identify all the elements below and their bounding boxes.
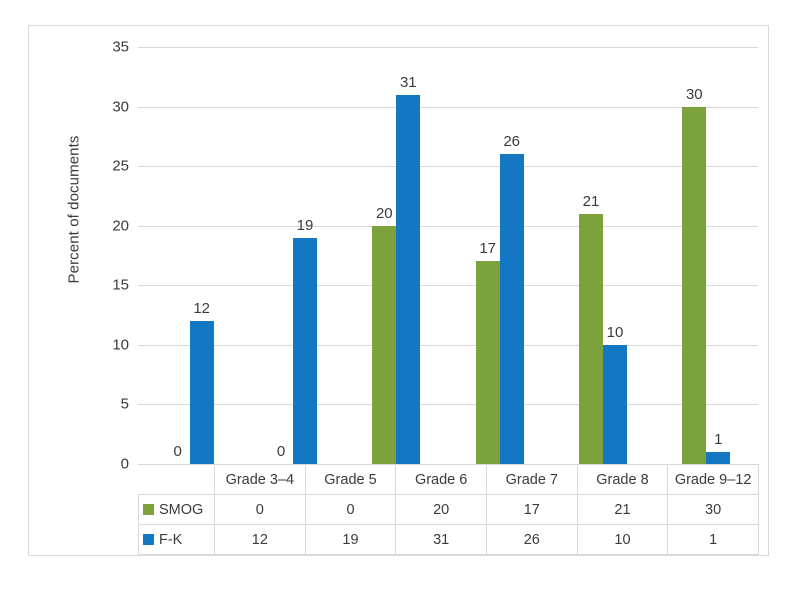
- bar-value-label-smog-4: 17: [479, 240, 496, 258]
- bar-value-label-fk-3: 31: [399, 73, 417, 91]
- y-tick-label-30: 30: [112, 98, 129, 116]
- bars-layer: 0 12 0 19 20 31 17 26 21 10 30 1: [138, 47, 758, 464]
- bar-smog-4[interactable]: [475, 261, 500, 464]
- bar-value-label-fk-4: 26: [503, 133, 520, 151]
- bar-value-label-smog-1: 0: [173, 443, 182, 460]
- bar-group-2: 0 19: [241, 47, 344, 464]
- bar-value-label-smog-6: 30: [685, 85, 703, 103]
- gridline-35: [138, 47, 758, 48]
- data-cell-2-1: 12: [214, 524, 306, 555]
- bar-smog-5[interactable]: [578, 213, 603, 464]
- chart-frame: Percent of documents 0 5 10 15 20 25 30 35 0 12 0…: [28, 25, 769, 556]
- bar-slot-fk-5: 10: [602, 47, 627, 464]
- gridline-5: [138, 404, 758, 406]
- bar-group-3: 20 31: [345, 47, 448, 464]
- data-table-row-1: SMOG 0 0 20 17 21 30: [138, 494, 759, 525]
- bar-slot-smog-4: 17: [475, 47, 500, 464]
- gridline-20: [138, 225, 758, 227]
- bar-group-5: 21 10: [551, 47, 654, 464]
- x-axis-category-label-3: Grade 6: [395, 464, 487, 495]
- bar-fk-5[interactable]: [602, 344, 627, 464]
- y-tick-label-35: 35: [112, 38, 129, 56]
- bar-value-label-fk-2: 19: [296, 216, 314, 234]
- bar-slot-smog-6: 30: [682, 47, 707, 464]
- y-tick-label-0: 0: [120, 455, 129, 473]
- bar-slot-smog-1: 0: [166, 47, 190, 464]
- bar-group-6: 30 1: [655, 47, 758, 464]
- y-tick-label-5: 5: [120, 395, 129, 413]
- x-axis-category-label-2: Grade 5: [304, 464, 397, 495]
- bar-fk-2[interactable]: [292, 237, 317, 464]
- data-cell-1-6: 30: [667, 494, 759, 525]
- legend-entry-smog: SMOG: [138, 494, 215, 525]
- bar-fk-6[interactable]: [706, 452, 731, 464]
- x-axis-category-label-5: Grade 8: [576, 464, 669, 495]
- gridline-15: [138, 285, 758, 287]
- bar-slot-fk-4: 26: [499, 47, 524, 464]
- bar-value-label-fk-6: 1: [714, 431, 723, 449]
- bar-slot-fk-3: 31: [396, 47, 421, 464]
- bar-slot-smog-2: 0: [269, 47, 293, 464]
- y-axis-title: Percent of documents: [65, 135, 83, 284]
- legend-entry-f-k: F-K: [138, 524, 215, 555]
- y-tick-label-10: 10: [112, 336, 129, 354]
- bar-slot-fk-6: 1: [706, 47, 731, 464]
- data-cell-1-1: 0: [214, 494, 306, 525]
- y-tick-label-25: 25: [112, 157, 129, 175]
- bar-value-label-fk-5: 10: [606, 323, 624, 341]
- bar-fk-3[interactable]: [396, 94, 421, 464]
- data-table-corner-cell: [139, 465, 215, 495]
- x-axis-category-label-1: Grade 3–4: [214, 464, 306, 495]
- data-cell-2-6: 1: [667, 524, 759, 555]
- legend-label-text: SMOG: [159, 501, 204, 518]
- bar-smog-6[interactable]: [682, 106, 707, 464]
- data-cell-2-3: 31: [395, 524, 487, 555]
- data-table-row-2: F-K 12 19 31 26 10 1: [138, 524, 759, 555]
- data-cell-1-4: 17: [485, 494, 578, 525]
- legend-label-text: F-K: [159, 531, 183, 548]
- bar-slot-fk-1: 12: [189, 47, 214, 464]
- bar-value-label-smog-5: 21: [582, 192, 600, 210]
- data-cell-2-4: 26: [485, 524, 578, 555]
- data-cell-1-3: 20: [395, 494, 487, 525]
- data-table: Grade 3–4 Grade 5 Grade 6 Grade 7 Grade 8 Gra…: [138, 464, 759, 555]
- bar-slot-smog-5: 21: [578, 47, 603, 464]
- bar-smog-3[interactable]: [372, 225, 397, 464]
- plot-area: 0 5 10 15 20 25 30 35 0 12 0 19 20 31 17 26 21 10 30 1: [112, 39, 758, 473]
- data-cell-2-5: 10: [576, 524, 669, 555]
- gridline-25: [138, 166, 758, 168]
- x-axis-category-label-4: Grade 7: [485, 464, 578, 495]
- bar-group-4: 17 26: [448, 47, 551, 464]
- bar-fk-1[interactable]: [189, 321, 214, 464]
- bar-value-label-smog-2: 0: [276, 443, 286, 460]
- data-cell-2-2: 19: [304, 524, 397, 555]
- bar-group-1: 0 12: [138, 47, 241, 464]
- bar-value-label-fk-1: 12: [193, 300, 210, 318]
- x-axis-category-label-6: Grade 9–12: [667, 464, 759, 495]
- bar-value-label-smog-3: 20: [375, 204, 393, 222]
- bar-fk-4[interactable]: [499, 154, 524, 464]
- fk-color-swatch: [143, 533, 154, 545]
- y-tick-label-20: 20: [112, 217, 129, 235]
- bar-slot-fk-2: 19: [292, 47, 317, 464]
- y-tick-label-15: 15: [112, 276, 129, 294]
- data-table-header-row: Grade 3–4 Grade 5 Grade 6 Grade 7 Grade 8 Gra…: [139, 464, 759, 495]
- bar-slot-smog-3: 20: [372, 47, 397, 464]
- data-table-body: Grade 3–4 Grade 5 Grade 6 Grade 7 Grade 8 Gra…: [138, 464, 759, 555]
- gridline-10: [138, 344, 758, 346]
- data-cell-1-2: 0: [304, 494, 397, 525]
- gridline-30: [138, 106, 758, 108]
- data-cell-1-5: 21: [576, 494, 669, 525]
- smog-color-swatch: [143, 503, 154, 515]
